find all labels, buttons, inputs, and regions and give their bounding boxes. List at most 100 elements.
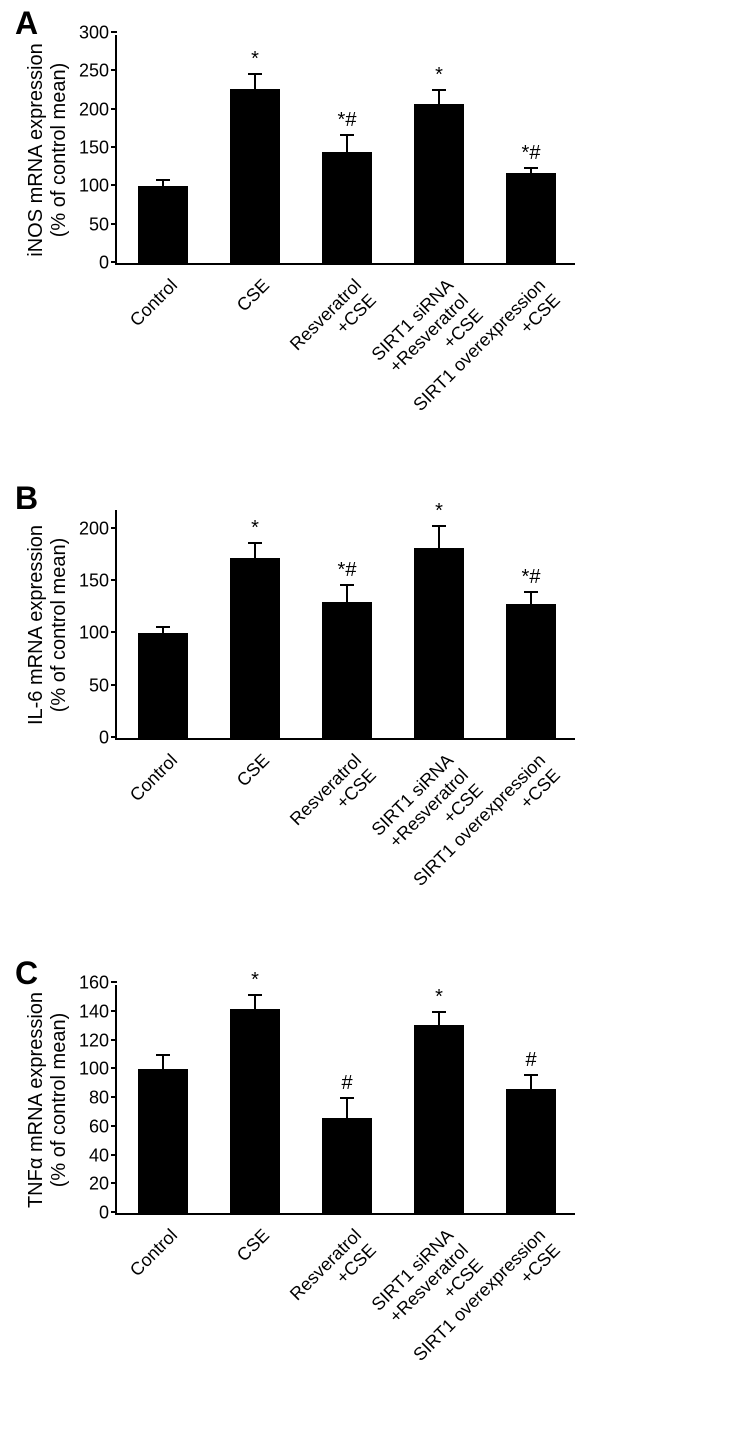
plot-area: 050100150200250300**#**# [115,35,575,265]
error-cap [524,167,538,169]
error-cap [340,584,354,586]
y-tick-label: 160 [79,973,117,994]
y-tick-mark [111,1125,117,1127]
error-cap [248,73,262,75]
y-tick-label: 100 [79,176,117,197]
bar [230,558,281,738]
bar [322,602,373,738]
panel-a: A050100150200250300**#**#iNOS mRNA expre… [0,5,750,465]
error-bar [530,593,532,605]
bar [322,1118,373,1213]
y-tick-mark [111,527,117,529]
significance-marker: *# [338,109,357,132]
y-tick-label: 100 [79,1059,117,1080]
y-tick-mark [111,736,117,738]
bar [138,186,189,263]
error-bar [254,75,256,89]
error-bar [346,136,348,152]
error-cap [432,89,446,91]
y-axis-label: IL-6 mRNA expression (% of control mean) [25,510,71,740]
error-bar [530,1076,532,1089]
significance-marker: * [251,517,259,540]
x-tick-label: Control [26,750,182,906]
bar [414,104,465,263]
bar [414,1025,465,1213]
bar [138,633,189,738]
y-tick-mark [111,1067,117,1069]
y-tick-label: 60 [89,1116,117,1137]
y-tick-label: 200 [79,99,117,120]
y-tick-mark [111,184,117,186]
error-bar [346,1099,348,1118]
error-cap [524,1074,538,1076]
y-tick-mark [111,108,117,110]
error-bar [346,586,348,602]
error-bar [438,1013,440,1025]
error-cap [340,1097,354,1099]
significance-marker: *# [522,566,541,589]
bar [230,89,281,263]
y-tick-mark [111,631,117,633]
error-bar [438,527,440,548]
error-cap [432,525,446,527]
significance-marker: # [341,1072,352,1095]
significance-marker: # [525,1049,536,1072]
y-tick-mark [111,1096,117,1098]
y-tick-label: 300 [79,23,117,44]
y-tick-mark [111,261,117,263]
error-bar [254,996,256,1009]
error-cap [248,994,262,996]
y-tick-mark [111,1039,117,1041]
y-tick-label: 150 [79,138,117,159]
error-cap [156,179,170,181]
plot-area: 050100150200**#**# [115,510,575,740]
plot-area: 020406080100120140160*#*# [115,985,575,1215]
y-tick-mark [111,684,117,686]
significance-marker: * [251,48,259,71]
bar [230,1009,281,1213]
bar [506,173,557,263]
y-tick-mark [111,1154,117,1156]
y-tick-label: 120 [79,1030,117,1051]
error-bar [254,544,256,559]
error-bar [162,628,164,633]
error-cap [524,591,538,593]
significance-marker: * [435,64,443,87]
y-tick-label: 0 [99,253,117,274]
y-tick-mark [111,1211,117,1213]
figure: A050100150200250300**#**#iNOS mRNA expre… [0,0,750,1430]
x-tick-label: Control [26,1225,182,1381]
bar [138,1069,189,1213]
y-tick-label: 150 [79,571,117,592]
significance-marker: *# [338,559,357,582]
y-axis-label: iNOS mRNA expression (% of control mean) [25,35,71,265]
error-bar [162,1056,164,1069]
y-tick-mark [111,1182,117,1184]
y-tick-label: 0 [99,728,117,749]
y-tick-label: 50 [89,675,117,696]
significance-marker: * [251,969,259,992]
y-tick-label: 100 [79,623,117,644]
y-tick-label: 140 [79,1001,117,1022]
y-axis-label: TNFα mRNA expression (% of control mean) [25,985,71,1215]
y-tick-label: 250 [79,61,117,82]
bar [322,152,373,263]
significance-marker: * [435,500,443,523]
y-tick-mark [111,69,117,71]
x-tick-label: Control [26,275,182,431]
y-tick-label: 50 [89,214,117,235]
y-tick-mark [111,146,117,148]
error-bar [162,181,164,186]
bar [506,604,557,738]
y-tick-label: 0 [99,1203,117,1224]
error-cap [340,134,354,136]
panel-b: B050100150200**#**#IL-6 mRNA expression … [0,480,750,940]
y-tick-label: 40 [89,1145,117,1166]
y-tick-label: 200 [79,518,117,539]
bar [414,548,465,738]
error-cap [156,1054,170,1056]
y-tick-mark [111,31,117,33]
error-bar [530,169,532,172]
error-bar [438,91,440,104]
y-tick-mark [111,981,117,983]
